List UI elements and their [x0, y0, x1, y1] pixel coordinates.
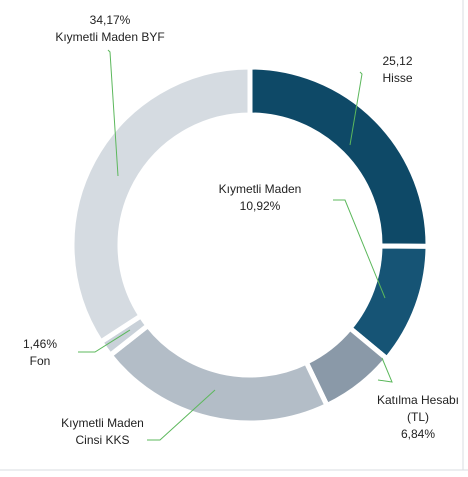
category-label: Fon [29, 354, 51, 368]
data-label: Kıymetli Maden Cinsi KKS [55, 415, 150, 449]
leader-line [333, 199, 386, 299]
leader-line [377, 357, 393, 383]
value-label: 25,12 [382, 54, 413, 68]
donut-slice [247, 64, 431, 249]
donut-slice [69, 64, 253, 346]
leader-line [349, 71, 363, 146]
donut-slice [106, 322, 331, 426]
data-label: 1,46% Fon [10, 336, 70, 370]
leader-line [78, 329, 131, 353]
category-label: Hisse [382, 71, 413, 85]
value-label: 1,46% [22, 337, 58, 351]
category-label: Katılma Hesabı (TL) [376, 393, 460, 424]
category-label: Kıymetli Maden BYF [55, 30, 165, 44]
category-label: Kıymetli Maden Cinsi KKS [61, 416, 144, 447]
leader-line [107, 49, 119, 177]
data-label: 25,12 Hisse [370, 53, 425, 87]
data-label: Katılma Hesabı (TL) 6,84% [368, 392, 468, 443]
value-label: 6,84% [400, 427, 436, 441]
data-label: 34,17% Kıymetli Maden BYF [40, 12, 180, 46]
value-label: 10,92% [239, 199, 281, 213]
value-label: 34,17% [89, 13, 131, 27]
data-label: Kıymetli Maden 10,92% [200, 181, 320, 215]
leader-lines [78, 49, 393, 441]
leader-line [147, 389, 216, 441]
category-label: Kıymetli Maden [218, 182, 302, 196]
